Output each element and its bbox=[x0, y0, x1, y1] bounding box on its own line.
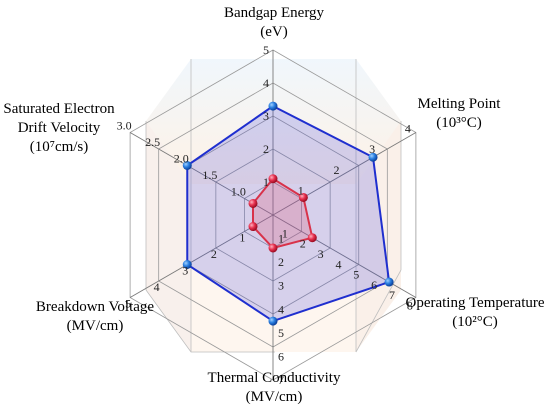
spoke bbox=[272, 132, 417, 216]
tick-label: 6 bbox=[278, 349, 284, 363]
tick-label: 5 bbox=[263, 43, 269, 57]
tick-label: 3 bbox=[278, 279, 284, 293]
tick-label: 2 bbox=[300, 237, 306, 251]
series-1-point bbox=[182, 161, 192, 170]
tick-label: 1 bbox=[278, 232, 284, 246]
tick-label: 5 bbox=[125, 297, 131, 311]
series-1-point bbox=[268, 316, 278, 326]
tick-label: 7 bbox=[278, 373, 284, 387]
series-1-point bbox=[182, 260, 192, 269]
tick-label: 4 bbox=[278, 302, 284, 316]
series-layer bbox=[182, 101, 394, 326]
tick-label: 5 bbox=[353, 268, 359, 282]
tick-label: 3 bbox=[182, 264, 188, 278]
axis-title: (10⁷cm/s) bbox=[30, 139, 89, 155]
tick-label: 4 bbox=[154, 280, 160, 294]
tick-label: 1 bbox=[239, 231, 245, 245]
tick-label: 2 bbox=[211, 247, 217, 261]
axis-title: Drift Velocity bbox=[18, 120, 101, 136]
tick-label: 5 bbox=[278, 326, 284, 340]
tick-label: 2 bbox=[333, 163, 339, 177]
tick-label: 2.5 bbox=[145, 135, 160, 149]
series-2-point bbox=[248, 222, 258, 232]
axis-title: Operating Temperature bbox=[405, 295, 544, 311]
tick-label: 7 bbox=[389, 288, 395, 302]
tick-label: 3 bbox=[318, 247, 324, 261]
series-2-point bbox=[307, 233, 317, 243]
axis-title: (MV/cm) bbox=[67, 318, 124, 334]
series-2-point bbox=[298, 192, 308, 202]
axis-title: (MV/cm) bbox=[246, 389, 303, 405]
tick-label: 1 bbox=[282, 226, 288, 240]
series-2-point bbox=[248, 198, 258, 208]
side-panel-right bbox=[356, 121, 401, 352]
axis-title: Breakdown Voltage bbox=[36, 299, 155, 315]
tick-label: 2 bbox=[263, 142, 269, 156]
tick-label: 4 bbox=[405, 122, 411, 136]
tick-label: 8 bbox=[407, 299, 413, 313]
series-1-point bbox=[368, 152, 378, 162]
axis-title: Thermal Conductivity bbox=[208, 370, 341, 386]
series-1-point bbox=[268, 101, 278, 111]
axis-title: Saturated Electron bbox=[3, 101, 115, 117]
tick-label: 4 bbox=[263, 76, 269, 90]
tick-label: 1.0 bbox=[231, 185, 246, 199]
tick-label: 2.0 bbox=[174, 152, 189, 166]
tick-label: 1 bbox=[263, 175, 269, 189]
axis-title: Bandgap Energy bbox=[224, 5, 325, 21]
tick-label: 1 bbox=[298, 183, 304, 197]
series-2-point bbox=[268, 243, 278, 253]
floor-panel bbox=[191, 184, 356, 352]
series-2-point bbox=[268, 174, 278, 184]
axis-titles: Bandgap Energy (eV) Melting Point (10³°C) Op… bbox=[3, 5, 544, 405]
tick-label: 2 bbox=[278, 255, 284, 269]
axis-title: (eV) bbox=[260, 24, 287, 40]
axis-title: (10²°C) bbox=[452, 314, 498, 330]
side-panel bbox=[146, 121, 191, 352]
tick-label: 1.5 bbox=[202, 168, 217, 182]
tick-label: 6 bbox=[371, 278, 377, 292]
series-1-point bbox=[384, 277, 394, 287]
axis-title: (10³°C) bbox=[436, 115, 482, 131]
tick-label: 3 bbox=[369, 142, 375, 156]
tick-label: 3.0 bbox=[117, 119, 132, 133]
tick-labels: 123451234123456781234567123451.01.52.02.… bbox=[117, 43, 413, 387]
tick-label: 4 bbox=[335, 257, 341, 271]
axis-title: Melting Point bbox=[418, 96, 502, 112]
tick-label: 3 bbox=[263, 109, 269, 123]
